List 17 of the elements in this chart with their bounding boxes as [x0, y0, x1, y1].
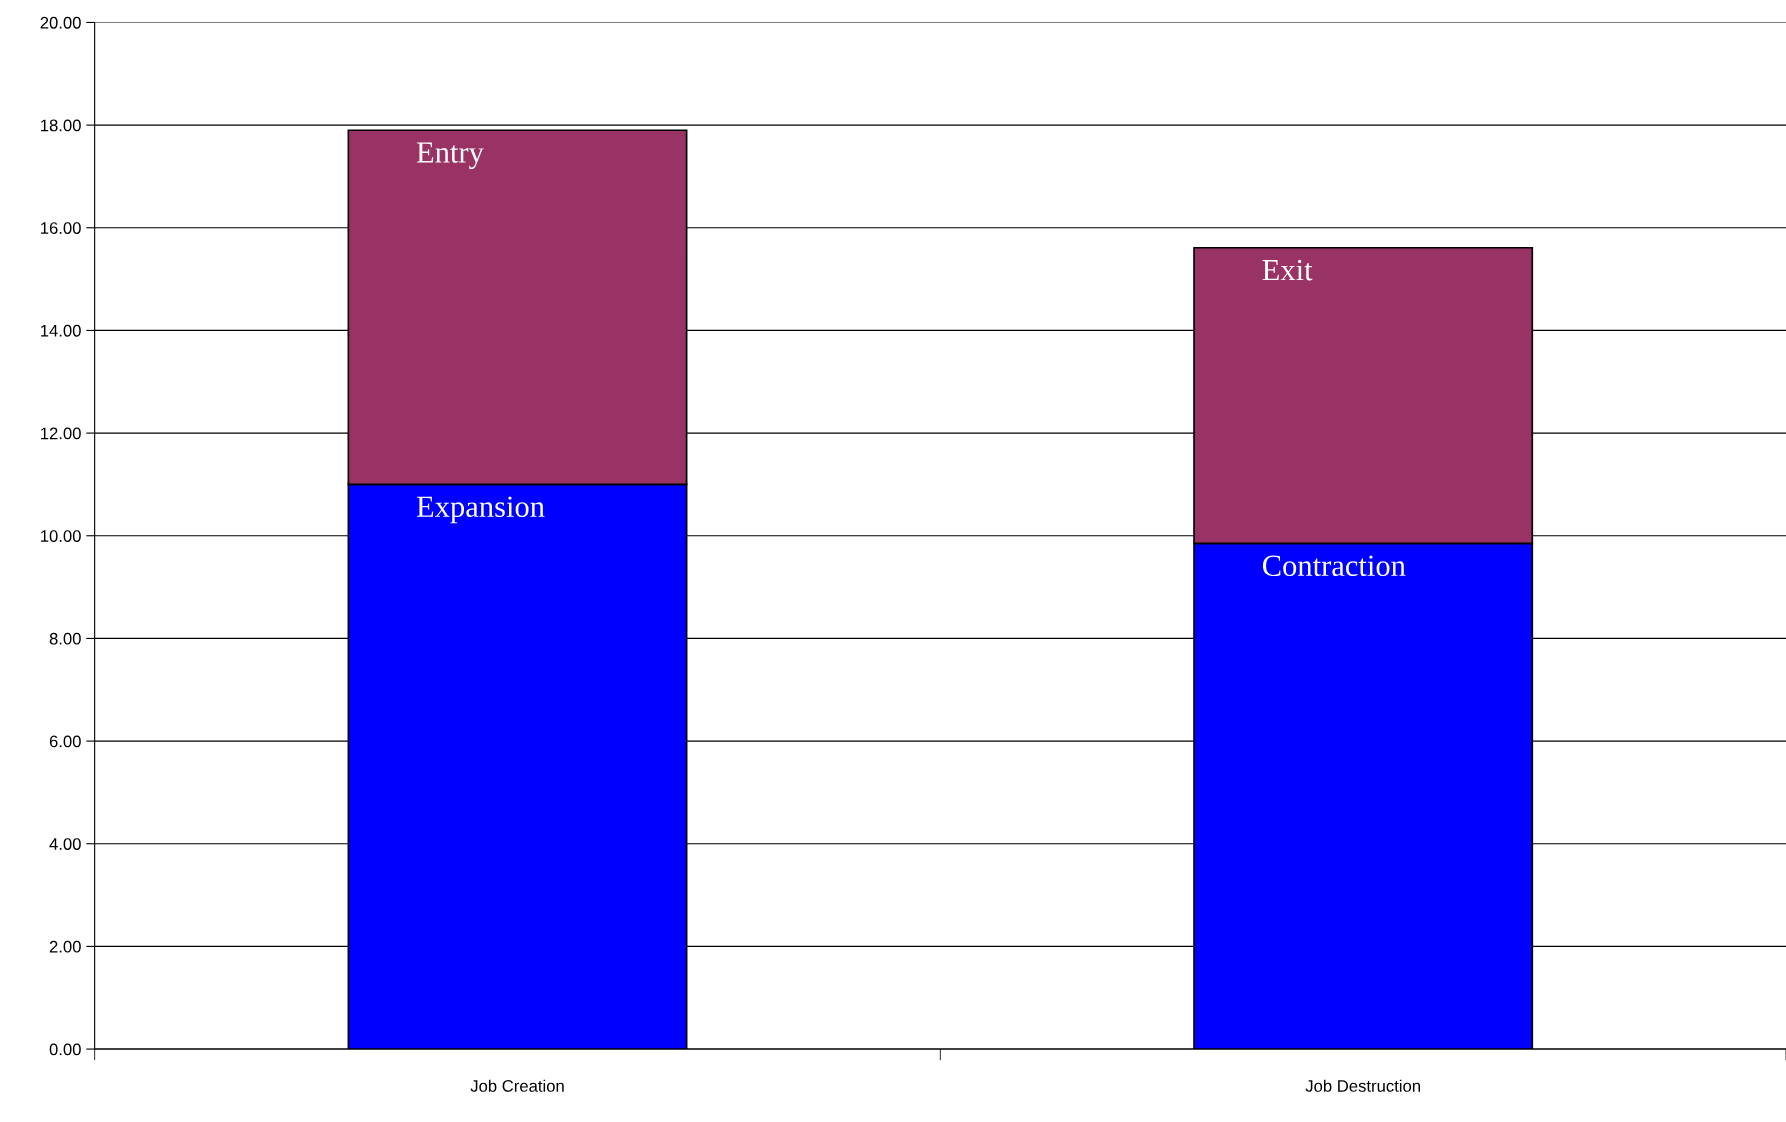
- y-tick-label: 0.00: [49, 1043, 81, 1056]
- y-tick-label: 10.00: [41, 530, 81, 542]
- y-tick-label: 6.00: [49, 735, 81, 748]
- y-tick-label: 12.00: [41, 427, 81, 440]
- annotation: Entry: [416, 142, 484, 170]
- y-tick-label: 14.00: [41, 324, 81, 337]
- y-tick-label: 16.00: [41, 222, 81, 234]
- y-tick-label: 20.00: [40, 16, 81, 29]
- x-tick-label: Job Creation: [470, 1079, 564, 1092]
- y-tick-label: 4.00: [49, 838, 81, 850]
- y-tick-label: 8.00: [49, 632, 81, 645]
- annotation: Contraction: [1262, 555, 1406, 577]
- annotation: Expansion: [416, 496, 545, 524]
- x-tick-label: Job Destruction: [1305, 1079, 1420, 1092]
- y-tick-label: 2.00: [49, 940, 81, 953]
- annotation: Exit: [1262, 259, 1313, 281]
- y-tick-label: 18.00: [41, 119, 81, 132]
